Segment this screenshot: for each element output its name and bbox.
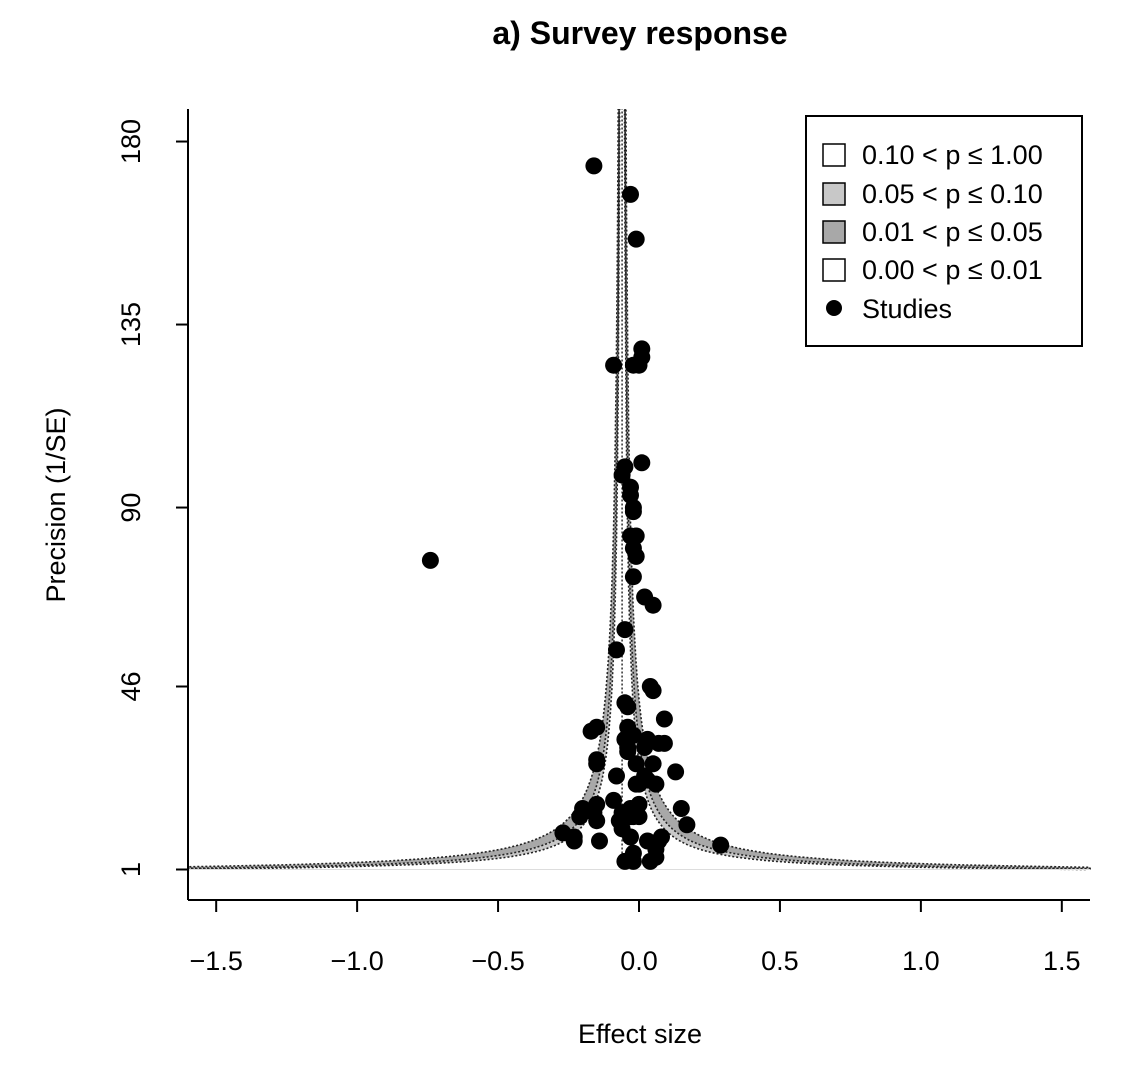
study-point-21 xyxy=(624,568,642,586)
legend-swatch-band-3 xyxy=(822,220,846,244)
legend-label-band-4: 0.00 < p ≤ 0.01 xyxy=(862,255,1043,285)
contour-band-3-left xyxy=(188,109,620,870)
legend-marker-studies xyxy=(826,300,842,316)
legend-swatch-band-2 xyxy=(822,182,846,206)
study-point-51 xyxy=(627,775,645,793)
x-axis-ticks: −1.5 −1.0 −0.5 0.0 0.5 1.0 1.5 xyxy=(190,900,1081,976)
y-tick-label-1: 1 xyxy=(116,862,146,877)
study-point-27 xyxy=(644,682,662,700)
study-point-60 xyxy=(571,808,589,826)
study-point-59 xyxy=(672,800,690,817)
x-tick-label-1: −1.5 xyxy=(190,946,243,976)
study-point-24 xyxy=(616,621,634,639)
study-point-45 xyxy=(644,755,662,773)
chart-title: a) Survey response xyxy=(492,15,787,51)
y-tick-label-4: 135 xyxy=(116,302,146,347)
study-point-9 xyxy=(633,454,651,472)
study-point-71 xyxy=(565,832,583,850)
study-point-52 xyxy=(647,775,665,793)
study-point-25 xyxy=(608,641,625,659)
legend-label-studies: Studies xyxy=(862,294,952,324)
study-point-33 xyxy=(582,722,600,740)
study-point-6 xyxy=(605,356,623,374)
study-point-72 xyxy=(591,832,608,850)
study-point-3 xyxy=(627,230,645,248)
study-point-29 xyxy=(619,698,637,716)
study-points xyxy=(421,157,730,870)
y-axis-label: Precision (1/SE) xyxy=(41,407,71,602)
study-point-30 xyxy=(655,710,673,728)
study-point-65 xyxy=(588,812,606,830)
study-point-53 xyxy=(605,791,623,809)
x-tick-label-5: 0.5 xyxy=(761,946,799,976)
legend-label-band-3: 0.01 < p ≤ 0.05 xyxy=(862,217,1043,247)
study-point-23 xyxy=(644,596,662,614)
study-point-41 xyxy=(619,743,637,761)
y-tick-label-5: 180 xyxy=(116,119,146,164)
contour-line-2-left xyxy=(187,109,620,870)
study-point-40 xyxy=(636,739,654,756)
study-point-44 xyxy=(627,755,645,773)
study-point-43 xyxy=(588,755,606,773)
study-point-15 xyxy=(624,503,642,521)
study-point-38 xyxy=(655,734,673,752)
legend-label-band-1: 0.10 < p ≤ 1.00 xyxy=(862,140,1043,170)
study-point-46 xyxy=(667,763,685,781)
contour-line-3-left xyxy=(187,108,619,870)
study-point-82 xyxy=(616,852,634,870)
x-tick-label-6: 1.0 xyxy=(902,946,940,976)
study-point-2 xyxy=(622,185,639,203)
x-tick-label-3: −0.5 xyxy=(471,946,524,976)
study-point-77 xyxy=(712,836,730,854)
study-point-8 xyxy=(630,356,648,374)
study-point-20 xyxy=(421,551,439,569)
legend-swatch-band-4 xyxy=(822,258,846,282)
study-point-67 xyxy=(678,816,696,834)
study-point-11 xyxy=(613,466,631,484)
legend-swatch-band-1 xyxy=(822,143,846,167)
legend-label-band-2: 0.05 < p ≤ 0.10 xyxy=(862,179,1043,209)
study-point-19 xyxy=(627,547,645,565)
y-axis-ticks: 1 46 90 135 180 xyxy=(116,119,188,877)
study-point-1 xyxy=(585,157,603,175)
x-axis-label: Effect size xyxy=(578,1019,702,1049)
contour-band-2-left xyxy=(188,109,620,870)
study-point-64 xyxy=(630,808,648,826)
legend: 0.10 < p ≤ 1.00 0.05 < p ≤ 0.10 0.01 < p… xyxy=(805,115,1083,347)
contour-line-1-left xyxy=(187,109,621,871)
study-point-73 xyxy=(622,828,639,846)
study-point-83 xyxy=(641,852,659,870)
legend-box xyxy=(805,115,1083,347)
y-tick-label-3: 90 xyxy=(116,493,146,523)
study-point-47 xyxy=(608,767,625,785)
y-tick-label-2: 46 xyxy=(116,671,146,701)
x-tick-label-7: 1.5 xyxy=(1043,946,1081,976)
x-tick-label-2: −1.0 xyxy=(330,946,383,976)
x-tick-label-4: 0.0 xyxy=(620,946,658,976)
